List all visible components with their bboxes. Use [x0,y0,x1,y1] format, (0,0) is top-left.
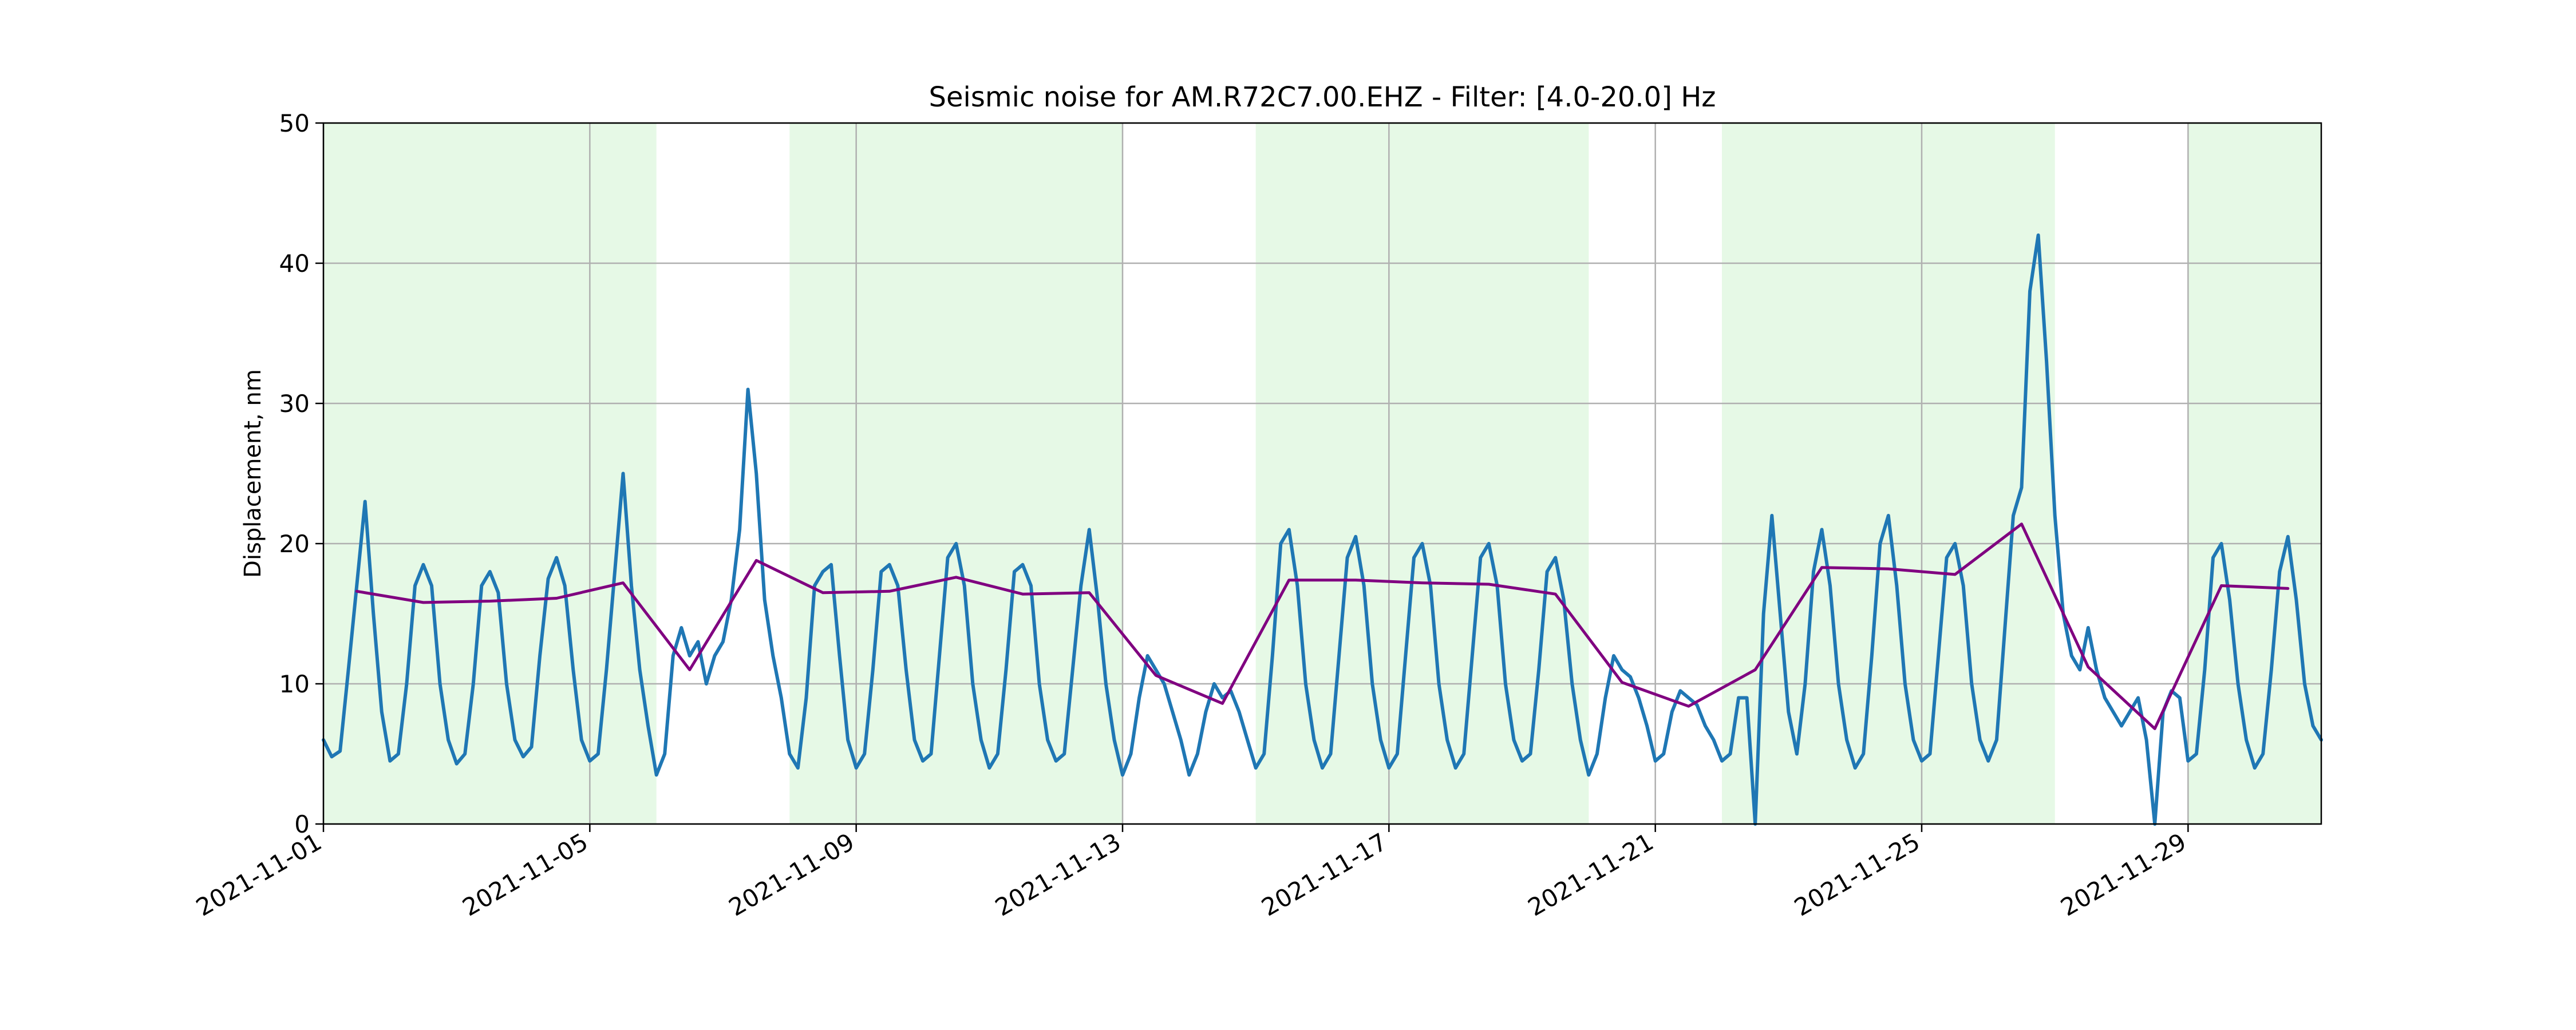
shaded-span [323,123,657,824]
y-tick-label: 50 [279,109,310,137]
shaded-spans [323,123,2321,824]
displacement-series-line [322,233,2323,826]
shaded-span [2188,123,2321,824]
y-tick-label: 30 [279,390,310,418]
chart-title: Seismic noise for AM.R72C7.00.EHZ - Filt… [929,81,1716,113]
shaded-span [789,123,1123,824]
y-tick-label: 0 [294,810,310,838]
daily-mean-series-line [355,522,2290,730]
y-tick-label: 20 [279,530,310,558]
shaded-span [1255,123,1589,824]
shaded-span [1722,123,2055,824]
y-tick-label: 10 [279,670,310,698]
y-axis-label: Displacement, nm [240,369,266,578]
series-lines [322,233,2323,826]
plot-frame [322,122,2322,825]
y-tick-label: 40 [279,249,310,278]
